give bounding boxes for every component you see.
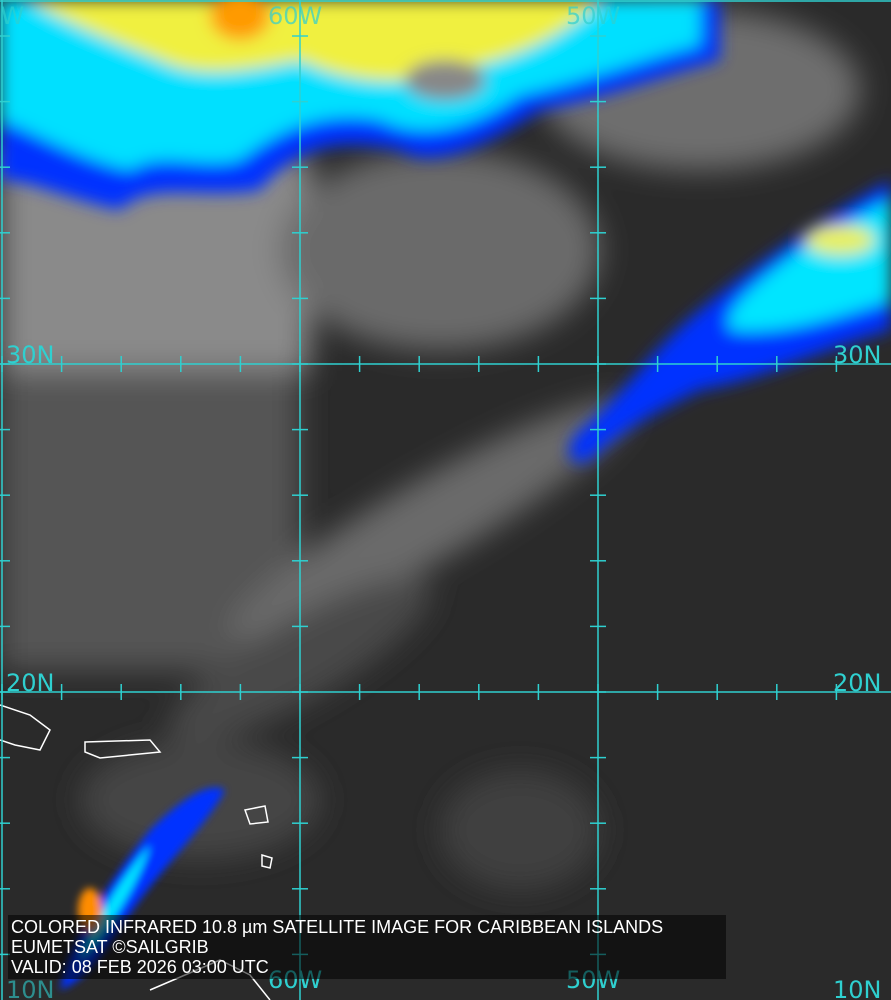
lon-label-60w-top: 60W <box>268 2 323 30</box>
gray-cloud-layer <box>0 10 860 890</box>
lat-label-10n: 10N <box>6 976 55 1000</box>
lat-label-30n: 30N <box>6 341 55 369</box>
lat-label-10n-right: 10N <box>833 976 882 1000</box>
lat-label-30n-right: 30N <box>833 341 882 369</box>
caption-source: EUMETSAT ©SAILGRIB <box>11 937 209 957</box>
lat-label-20n: 20N <box>6 669 55 697</box>
grid-ticks <box>0 35 838 956</box>
lat-label-20n-right: 20N <box>833 669 882 697</box>
caption-title: COLORED INFRARED 10.8 µm SATELLITE IMAGE… <box>11 917 664 937</box>
caption-valid-time: VALID: 08 FEB 2026 03:00 UTC <box>11 957 269 977</box>
lon-label-70w: 70W <box>0 2 25 30</box>
caption-box: COLORED INFRARED 10.8 µm SATELLITE IMAGE… <box>8 915 726 979</box>
lon-label-50w-top: 50W <box>566 2 621 30</box>
